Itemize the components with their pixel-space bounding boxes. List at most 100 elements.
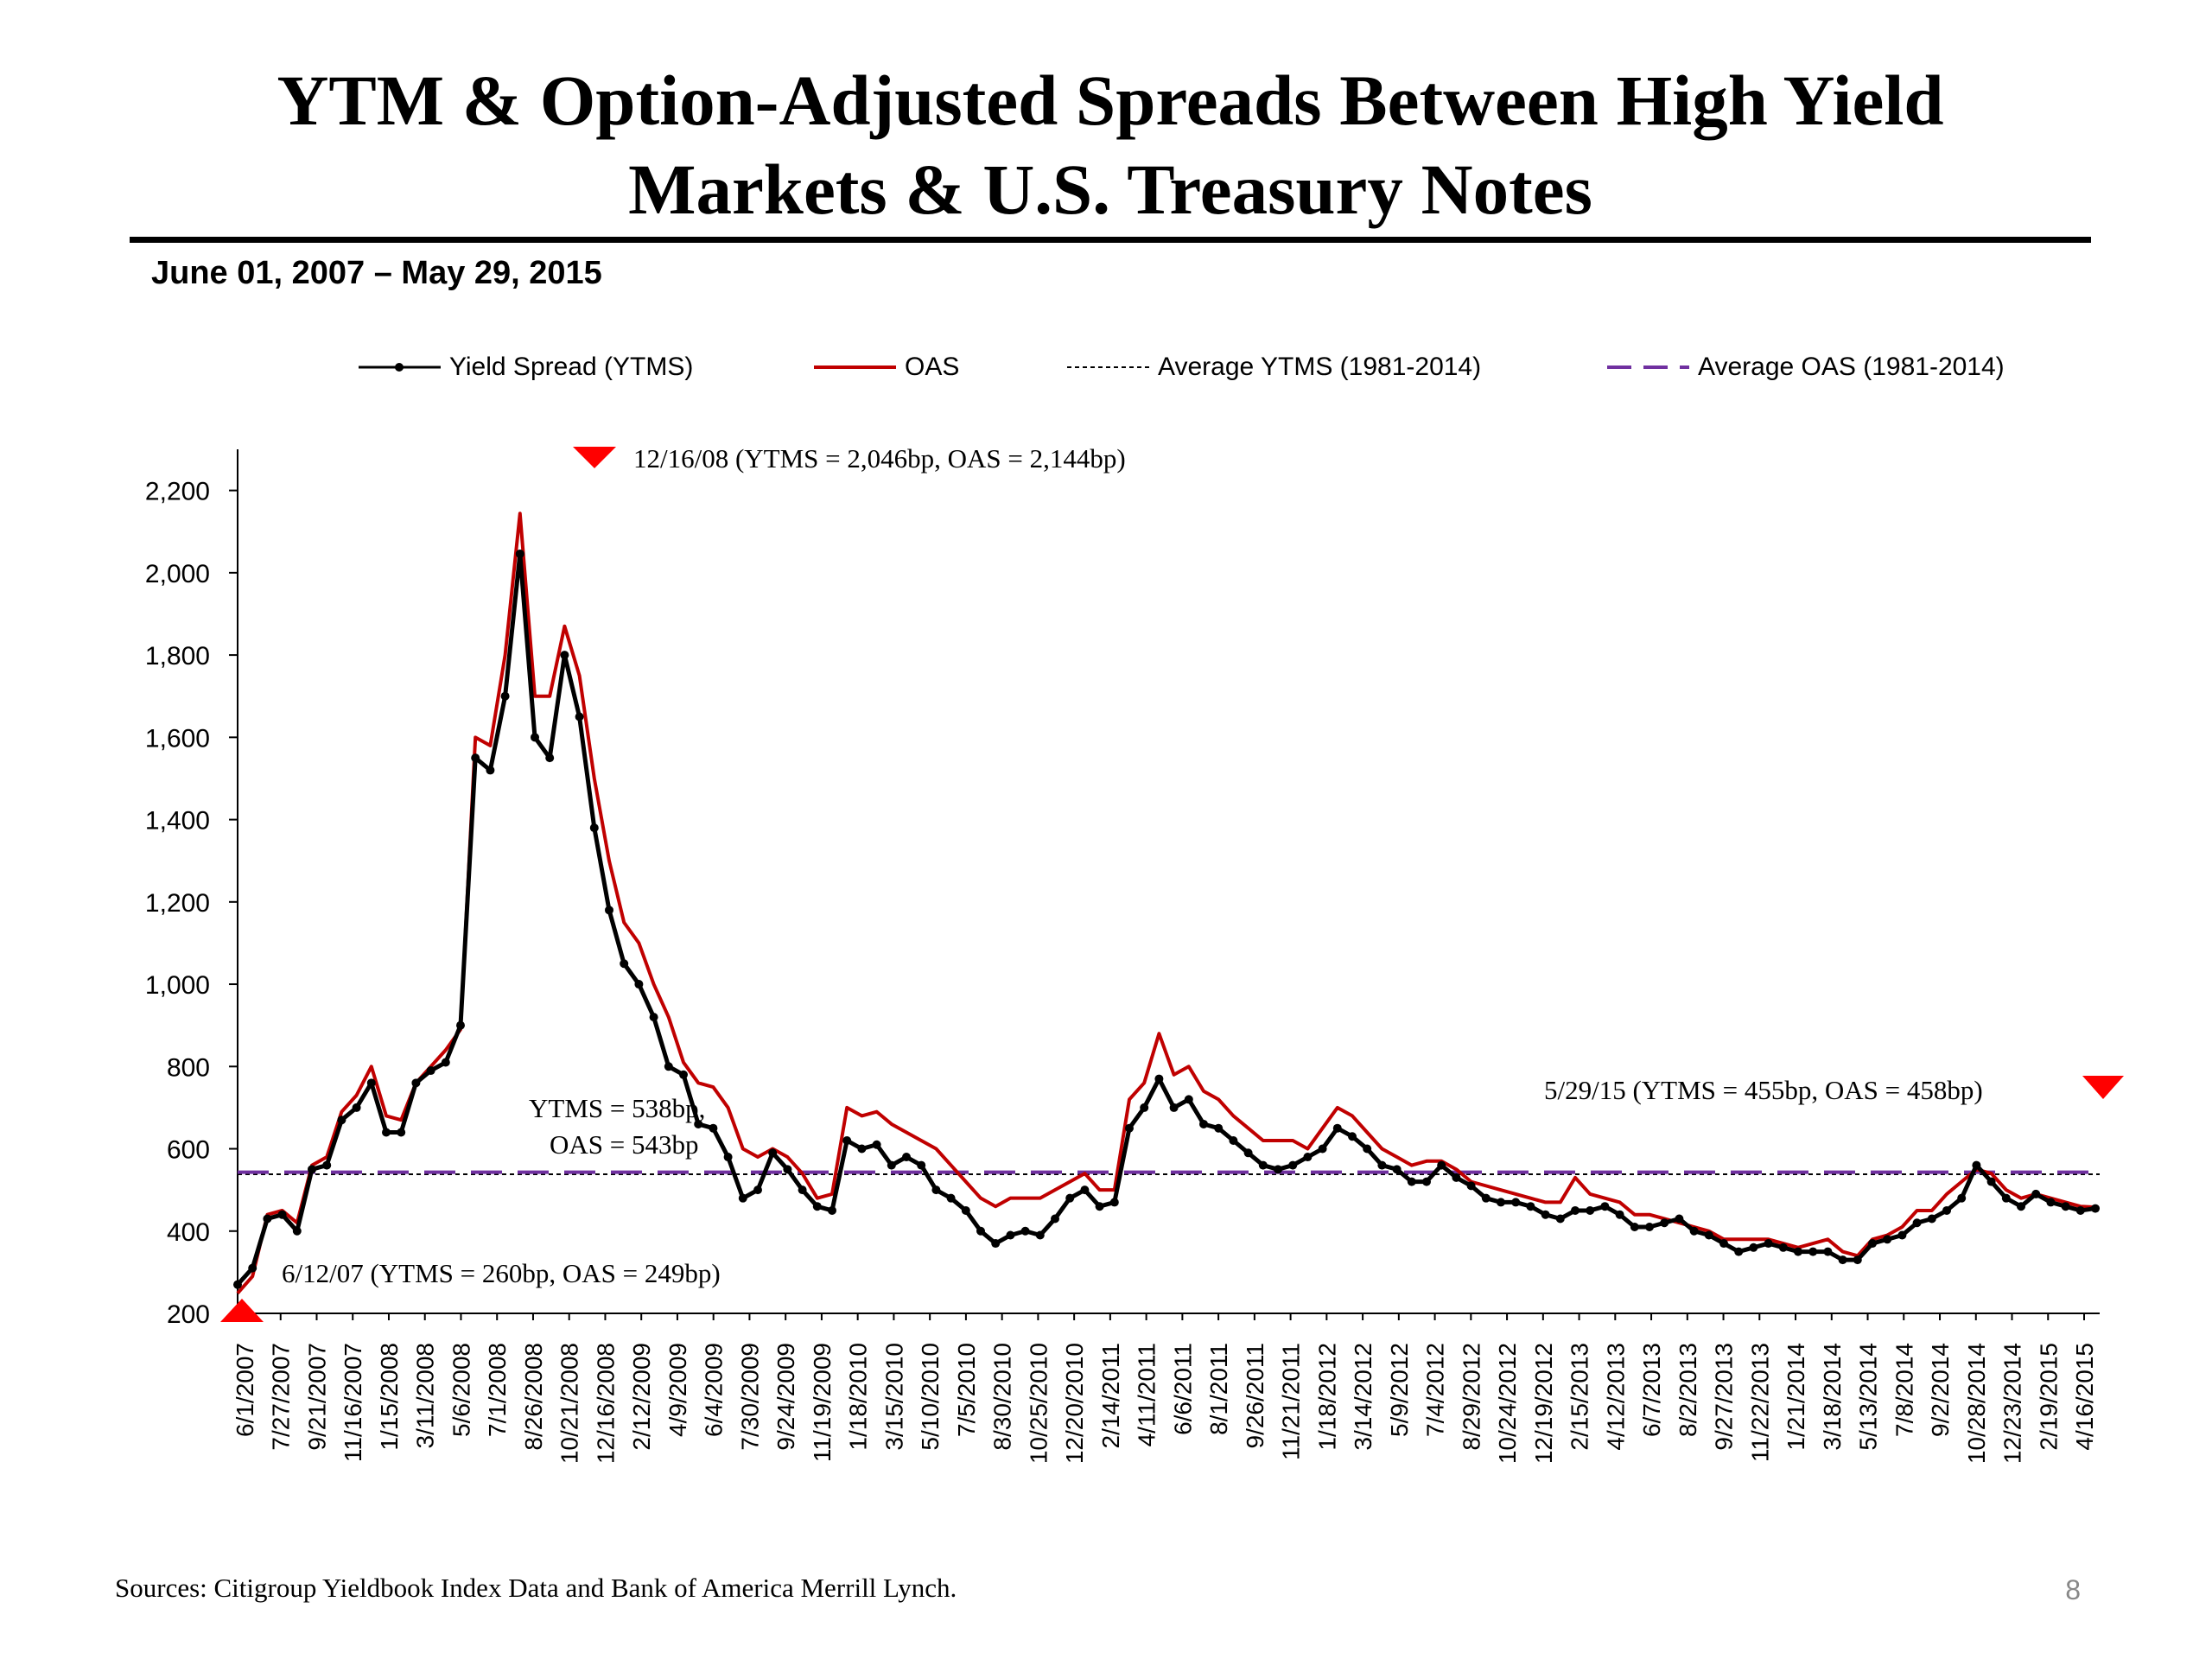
x-tick-label: 8/30/2010 xyxy=(989,1343,1016,1451)
ytms-data-point xyxy=(1645,1223,1654,1231)
x-tick-label: 1/18/2010 xyxy=(845,1343,872,1451)
x-tick-label: 9/21/2007 xyxy=(303,1343,330,1451)
ytms-data-point xyxy=(917,1160,926,1170)
x-tick-label: 6/6/2011 xyxy=(1169,1343,1196,1435)
ytms-data-point xyxy=(589,823,599,833)
ytms-data-point xyxy=(2075,1205,2085,1215)
ytms-data-point xyxy=(1407,1177,1416,1186)
x-tick-label: 2/15/2013 xyxy=(1567,1343,1593,1451)
ytms-data-point xyxy=(1942,1205,1951,1215)
x-tick-label: 10/21/2008 xyxy=(556,1343,583,1464)
ytms-data-point xyxy=(1332,1123,1342,1133)
ytms-data-point xyxy=(2046,1198,2056,1207)
ytms-data-point xyxy=(1586,1205,1595,1215)
y-tick-label: 400 xyxy=(167,1218,210,1247)
y-tick-label: 200 xyxy=(167,1300,210,1329)
ytms-data-point xyxy=(1571,1205,1580,1215)
title-rule xyxy=(130,237,2091,243)
page-number: 8 xyxy=(2065,1574,2081,1605)
ytms-data-point xyxy=(277,1210,287,1219)
ytms-data-point xyxy=(1303,1153,1313,1162)
y-tick-label: 2,200 xyxy=(145,478,210,506)
ytms-data-point xyxy=(1600,1202,1610,1211)
x-tick-label: 8/26/2008 xyxy=(520,1343,547,1451)
ytms-data-point xyxy=(382,1128,391,1137)
ytms-data-point xyxy=(1704,1230,1713,1240)
ytms-data-point xyxy=(694,1119,703,1128)
y-tick-label: 1,600 xyxy=(145,724,210,753)
ytms-data-point xyxy=(991,1239,1001,1249)
ytms-data-point xyxy=(1912,1218,1922,1228)
ytms-data-point xyxy=(738,1193,747,1203)
y-tick-label: 1,400 xyxy=(145,807,210,836)
ytms-data-point xyxy=(1868,1239,1877,1249)
ytms-data-point xyxy=(1065,1193,1075,1203)
x-tick-label: 1/21/2014 xyxy=(1783,1343,1809,1451)
ytms-data-point xyxy=(1184,1095,1193,1104)
x-tick-label: 3/11/2008 xyxy=(412,1343,439,1449)
ytms-data-point xyxy=(679,1070,688,1079)
x-tick-label: 5/6/2008 xyxy=(448,1343,474,1437)
x-tick-label: 7/8/2014 xyxy=(1891,1343,1917,1437)
ytms-data-point xyxy=(1794,1247,1802,1256)
ytms-data-point xyxy=(961,1205,970,1215)
x-tick-label: 6/7/2013 xyxy=(1638,1343,1665,1437)
peak-annotation: 12/16/08 (YTMS = 2,046bp, OAS = 2,144bp) xyxy=(633,443,1126,474)
x-tick-label: 12/19/2012 xyxy=(1530,1343,1557,1464)
x-tick-label: 11/19/2009 xyxy=(809,1343,836,1462)
ytms-data-point xyxy=(1555,1214,1565,1224)
ytms-data-point xyxy=(798,1185,807,1195)
ytms-data-point xyxy=(1511,1198,1521,1207)
ytms-data-point xyxy=(1541,1210,1550,1219)
x-tick-label: 1/18/2012 xyxy=(1313,1343,1340,1451)
end-marker-icon xyxy=(2082,1076,2124,1099)
legend-item-avg-oas: Average OAS (1981-2014) xyxy=(1607,346,2005,389)
y-tick-label: 1,800 xyxy=(145,642,210,671)
x-tick-label: 10/28/2014 xyxy=(1963,1343,1990,1464)
ytms-data-point xyxy=(902,1153,911,1162)
ytms-data-point xyxy=(1957,1193,1967,1203)
ytms-data-point xyxy=(1243,1148,1253,1158)
ytms-data-point xyxy=(2091,1204,2100,1213)
legend-swatch-avg-oas xyxy=(1607,365,1689,369)
ytms-data-point xyxy=(322,1160,332,1170)
ytms-data-point xyxy=(1853,1255,1862,1265)
ytms-data-point xyxy=(2001,1193,2011,1203)
y-tick-label: 1,000 xyxy=(145,971,210,1000)
series-layer xyxy=(233,512,2100,1294)
x-tick-label: 2/19/2015 xyxy=(2035,1343,2062,1451)
ytms-data-point xyxy=(397,1128,406,1137)
ytms-data-point xyxy=(1481,1193,1491,1203)
ytms-data-point xyxy=(248,1263,257,1273)
ytms-data-point xyxy=(1154,1074,1164,1084)
ytms-data-point xyxy=(1615,1210,1624,1219)
ytms-data-point xyxy=(1972,1160,1981,1170)
x-axis: 6/1/2007 7/27/2007 9/21/2007 11/16/2007 1/15… xyxy=(232,1313,2100,1464)
avg-ytms-annotation: YTMS = 538bp, xyxy=(529,1093,705,1123)
source-note: Sources: Citigroup Yieldbook Index Data … xyxy=(115,1573,957,1603)
x-tick-label: 4/12/2013 xyxy=(1602,1343,1629,1451)
ytms-data-point xyxy=(872,1140,881,1149)
start-annotation: 6/12/07 (YTMS = 260bp, OAS = 249bp) xyxy=(282,1258,721,1288)
x-tick-label: 8/2/2013 xyxy=(1675,1343,1701,1437)
x-tick-label: 6/1/2007 xyxy=(232,1343,258,1437)
x-tick-label: 8/29/2012 xyxy=(1458,1343,1484,1451)
ytms-data-point xyxy=(887,1160,896,1170)
x-tick-label: 3/15/2010 xyxy=(880,1343,907,1451)
ytms-data-point xyxy=(1288,1160,1298,1170)
ytms-data-point xyxy=(1823,1247,1833,1256)
ytms-data-point xyxy=(1140,1103,1149,1112)
avg-oas-annotation: OAS = 543bp xyxy=(550,1129,699,1160)
ytms-data-point xyxy=(1392,1165,1402,1174)
x-tick-label: 3/14/2012 xyxy=(1350,1343,1376,1451)
y-tick-label: 1,200 xyxy=(145,889,210,918)
ytms-data-point xyxy=(634,980,644,989)
ytms-data-point xyxy=(500,691,510,701)
ytms-data-point xyxy=(1229,1136,1238,1145)
ytms-data-point xyxy=(1630,1223,1639,1231)
ytms-data-point xyxy=(308,1165,316,1174)
x-tick-label: 7/1/2008 xyxy=(484,1343,511,1437)
oas-series-line xyxy=(236,512,2096,1294)
x-tick-label: 2/14/2011 xyxy=(1097,1343,1124,1449)
x-tick-label: 3/18/2014 xyxy=(1819,1343,1846,1451)
